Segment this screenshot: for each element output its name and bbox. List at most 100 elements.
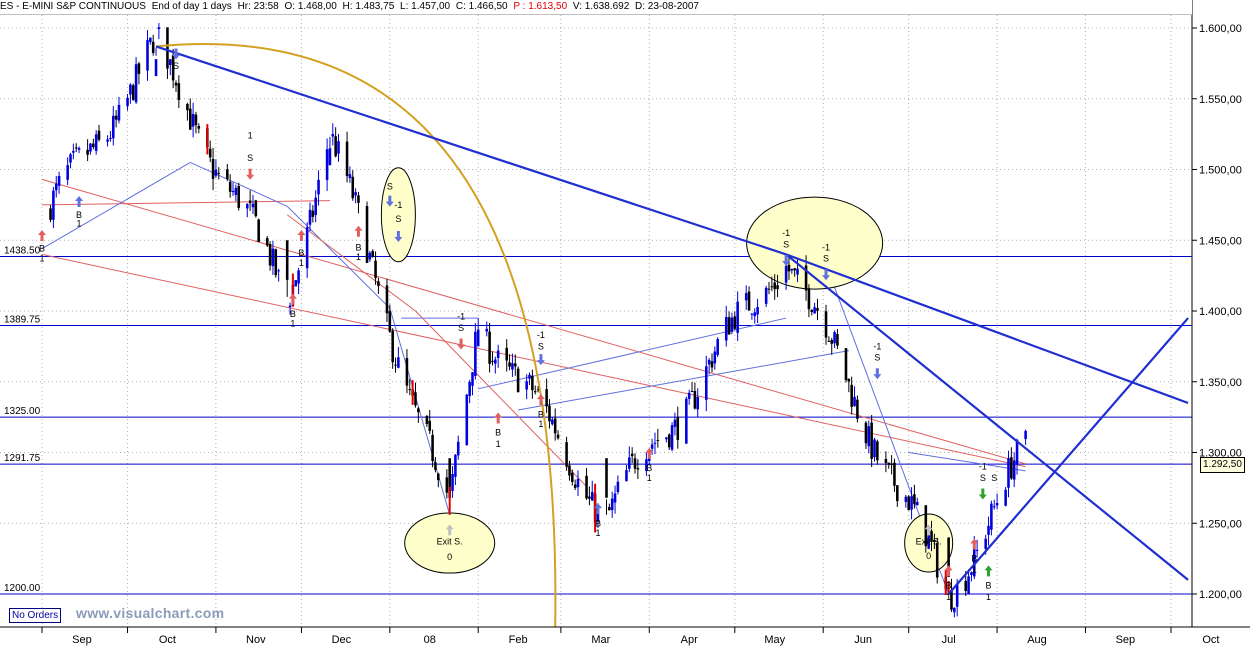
- candle-body: [873, 439, 876, 458]
- candle-body: [391, 330, 394, 363]
- watermark-text: www.visualchart.com: [76, 605, 225, 621]
- candle-body: [545, 389, 548, 407]
- candle-body: [496, 350, 500, 359]
- candle-body: [750, 313, 754, 315]
- candle-body: [134, 64, 138, 103]
- candle-body: [194, 114, 198, 126]
- level-label: 1325.00: [4, 406, 41, 417]
- candle-body: [129, 84, 132, 95]
- support-resistance-levels: [0, 256, 1192, 595]
- candle-body: [437, 473, 440, 481]
- candle-body: [633, 458, 637, 469]
- sell-arrow-icon: [457, 338, 466, 350]
- trendline: [785, 253, 1189, 581]
- candle-body: [525, 381, 528, 390]
- candle-body: [434, 462, 437, 470]
- candle-body: [1007, 458, 1010, 488]
- candle-body: [485, 328, 489, 332]
- candle-body: [556, 434, 560, 439]
- sell-arrow-icon: [978, 488, 987, 500]
- channel-line: [41, 200, 330, 206]
- candle-body: [588, 496, 591, 499]
- sell-arrow-icon: [385, 195, 394, 207]
- candle-body: [716, 339, 719, 355]
- candle-body: [92, 143, 95, 148]
- buy-arrow-icon: [970, 538, 979, 550]
- candle-body: [305, 227, 309, 269]
- buy-arrow-icon: [38, 230, 46, 242]
- candle-body: [531, 375, 534, 391]
- no-orders-button[interactable]: No Orders: [9, 608, 62, 623]
- candle-body: [465, 394, 469, 445]
- candle-body: [573, 484, 577, 488]
- signal-label: 0: [926, 551, 931, 561]
- candle-body: [117, 104, 121, 121]
- candle-body: [357, 195, 360, 203]
- candle-body: [707, 359, 711, 365]
- signal-label: B: [298, 248, 304, 258]
- candle-body: [388, 311, 392, 332]
- candle-body: [314, 197, 317, 216]
- candle-body: [468, 382, 471, 396]
- buy-arrow-icon: [944, 565, 953, 577]
- candle-body: [146, 40, 149, 71]
- candle-body: [856, 399, 859, 419]
- chart-header: ES - E-MINI S&P CONTINUOUS End of day 1 …: [0, 0, 1192, 15]
- candle-body: [476, 329, 480, 347]
- candle-body: [151, 41, 155, 53]
- candle-body: [511, 363, 514, 370]
- candle-body: [89, 143, 92, 152]
- x-tick-label: 08: [424, 634, 436, 646]
- candle-body: [650, 444, 654, 449]
- signal-label: S: [980, 473, 986, 483]
- candle-body: [268, 244, 272, 266]
- candle-body: [733, 316, 737, 329]
- x-tick-label: Jun: [854, 634, 872, 646]
- candle-body: [585, 475, 588, 499]
- candle-body: [66, 165, 69, 180]
- level-label: 1389.75: [4, 315, 41, 326]
- candle-body: [756, 306, 759, 315]
- candle-body: [171, 55, 175, 81]
- candle-body: [491, 360, 494, 362]
- candle-body: [191, 113, 195, 127]
- signal-label: B: [595, 518, 601, 528]
- y-axis: 1.200,00 1.250,00 1.300,00 1.350,00 1.400,00…: [1192, 23, 1242, 601]
- signal-label: S: [538, 341, 544, 351]
- candle-body: [77, 148, 81, 150]
- signal-label: 1: [595, 528, 600, 538]
- channel-line: [389, 308, 451, 515]
- candle-body: [810, 309, 814, 312]
- signal-arrows: [38, 48, 993, 577]
- candle-body: [274, 249, 278, 276]
- candle-body: [254, 200, 258, 217]
- channel-line: [286, 205, 391, 309]
- candle-body: [910, 496, 913, 510]
- candle-body: [197, 126, 201, 129]
- x-axis: Sep Oct Nov Dec 08 Feb Mar Apr May Jun Jul Aug Sep Oc…: [41, 627, 1219, 646]
- period-label: End of day 1 days: [151, 1, 232, 12]
- candle-body: [773, 282, 776, 290]
- trendlines: [155, 45, 1189, 595]
- candle-body: [277, 270, 280, 272]
- sell-arrow-icon: [246, 168, 255, 180]
- candle-body: [405, 358, 409, 386]
- buy-arrow-icon: [75, 196, 84, 208]
- candle-body: [456, 441, 460, 456]
- candle-body: [308, 209, 312, 225]
- signal-label: -1: [394, 200, 402, 210]
- candle-body: [605, 458, 608, 498]
- candle-body: [896, 485, 899, 502]
- candle-body: [884, 459, 888, 463]
- candle-body: [214, 169, 218, 176]
- signal-label: S: [173, 61, 179, 71]
- buy-arrow-icon: [354, 225, 363, 237]
- candle-body: [74, 147, 78, 149]
- candle-body: [893, 462, 896, 486]
- x-tick-label: Sep: [1116, 634, 1136, 646]
- buy-arrow-icon: [494, 412, 503, 424]
- candle-body: [930, 530, 933, 542]
- candle-body: [513, 363, 517, 367]
- candle-body: [613, 493, 617, 503]
